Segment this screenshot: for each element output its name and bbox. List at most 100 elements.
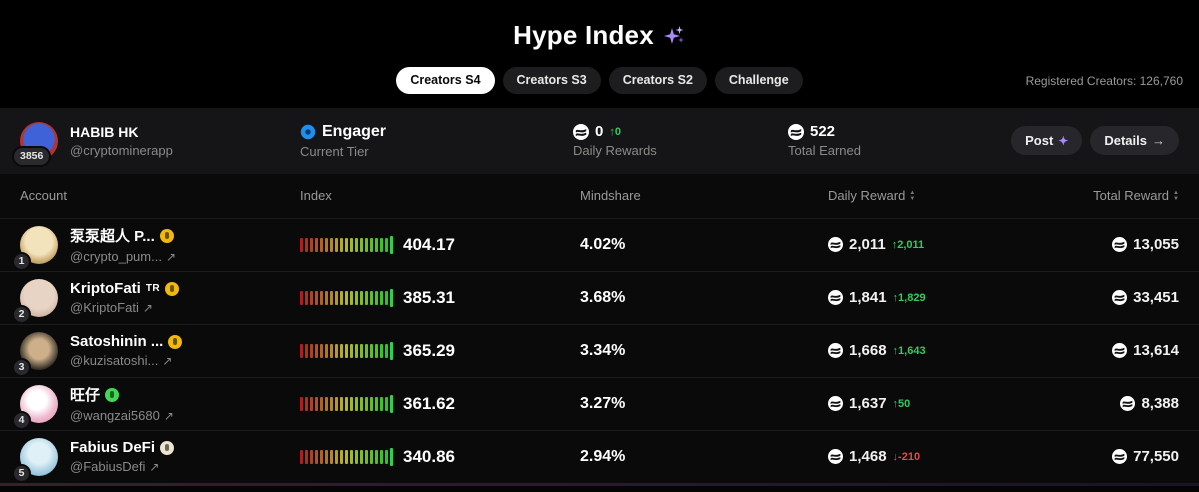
mindshare-value: 3.27% [580,394,626,412]
col-total-reward[interactable]: Total Reward ▲ ▼ [1093,188,1179,203]
index-value: 340.86 [403,446,455,466]
daily-reward-value: 1,468 [849,448,887,465]
tier-label: Current Tier [300,143,369,159]
tab-creators-s2[interactable]: Creators S2 [608,67,707,94]
season-tabs: Creators S4 Creators S3 Creators S2 Chal… [0,67,1199,108]
user-name: HABIB HK [70,123,139,140]
creator-avatar: 2 [12,278,58,324]
token-coin-icon [1112,343,1128,358]
external-link-icon: ↗ [149,460,160,474]
rank-badge: 1 [12,251,31,271]
bottom-edge-divider [0,482,1199,486]
rank-badge: 5 [12,463,31,483]
token-coin-icon [788,123,804,140]
table-row[interactable]: 5 Fabius DeFi @FabiusDefi ↗ 340.86 2.94% … [0,429,1199,483]
daily-reward-delta: ↓-210 [892,450,921,463]
creator-name: Fabius DeFi [70,439,156,456]
post-button-label: Post [1025,133,1054,148]
tab-creators-s3[interactable]: Creators S3 [502,67,601,94]
index-value: 385.31 [403,287,455,307]
creator-name: Satoshinin ... [70,333,164,350]
creator-handle[interactable]: @FabiusDefi ↗ [70,459,160,474]
token-coin-icon [828,290,843,305]
token-coin-icon [828,237,843,252]
daily-reward-value: 2,011 [849,236,886,253]
user-handle: @cryptominerapp [70,142,173,158]
daily-rewards-label: Daily Rewards [573,143,657,158]
index-value: 404.17 [403,234,455,254]
tier-block: Engager Current Tier [300,123,573,159]
gold-verified-icon [165,281,180,296]
token-coin-icon [828,396,843,411]
gold-verified-icon [168,334,183,349]
sparkles-icon [663,25,684,44]
col-mindshare: Mindshare [580,188,641,203]
creator-handle[interactable]: @wangzai5680 ↗ [70,408,174,423]
index-bars [300,447,393,467]
table-row[interactable]: 1 泵泵超人 P... @crypto_pum... ↗ 404.17 4.02%… [0,217,1199,271]
mindshare-value: 3.34% [580,341,626,359]
user-rank-badge: 3856 [12,146,52,167]
col-daily-reward[interactable]: Daily Reward ▲ ▼ [828,188,916,203]
current-user-banner: 3856 HABIB HK @cryptominerapp Engager Cu… [0,107,1199,174]
total-reward-value: 33,451 [1133,289,1179,306]
table-row[interactable]: 2 KriptoFati TR @KriptoFati ↗ 385.31 3.68%… [0,270,1199,324]
green-verified-icon [105,387,120,402]
token-coin-icon [1112,290,1128,305]
index-bars [300,394,393,414]
total-earned-value: 522 [810,123,836,140]
creator-name: KriptoFati [70,280,141,297]
daily-reward-delta: ↑1,643 [892,344,926,357]
gold-verified-icon [159,228,174,243]
tab-challenge[interactable]: Challenge [714,67,803,94]
token-coin-icon [828,449,843,464]
total-reward-value: 13,055 [1133,236,1179,253]
table-header: Account Index Mindshare Daily Reward ▲ ▼ T… [0,173,1199,218]
user-avatar: 3856 [12,121,58,167]
daily-rewards-value: 0 [595,123,604,140]
creator-name: 旺仔 [70,387,101,404]
rank-badge: 3 [12,357,31,377]
total-earned-label: Total Earned [788,143,861,158]
external-link-icon: ↗ [163,409,174,423]
daily-reward-value: 1,841 [849,289,887,306]
index-bars [300,288,393,308]
total-reward-value: 77,550 [1133,448,1179,465]
page-title: Hype Index [513,20,654,50]
mindshare-value: 2.94% [580,447,626,465]
daily-reward-delta: ↑2,011 [891,238,925,251]
daily-rewards-delta: ↑0 [609,125,621,138]
details-button-label: Details [1104,133,1147,148]
creator-avatar: 3 [12,331,58,377]
daily-reward-value: 1,668 [849,342,887,359]
arrow-right-icon: → [1152,133,1165,148]
token-coin-icon [1112,237,1128,252]
page-header: Hype Index Registered Creators: 126,760 … [0,0,1199,108]
creator-name: 泵泵超人 P... [70,228,155,245]
tier-value: Engager [322,122,387,140]
creator-avatar: 5 [12,437,58,483]
sparkle-icon: ✦ [1058,133,1069,148]
total-reward-value: 13,614 [1133,342,1179,359]
creator-handle[interactable]: @kuzisatoshi... ↗ [70,353,173,368]
table-row[interactable]: 4 旺仔 @wangzai5680 ↗ 361.62 3.27% 1,637 ↑5… [0,376,1199,430]
table-row[interactable]: 3 Satoshinin ... @kuzisatoshi... ↗ 365.29… [0,323,1199,377]
post-button[interactable]: Post ✦ [1011,126,1083,155]
creator-name-suffix: TR [145,283,161,294]
token-coin-icon [828,343,843,358]
sort-icon: ▲ ▼ [1173,190,1179,202]
registered-creators: Registered Creators: 126,760 [1025,74,1183,88]
rank-badge: 4 [12,410,31,430]
tab-creators-s4[interactable]: Creators S4 [396,67,495,94]
creator-handle[interactable]: @KriptoFati ↗ [70,300,153,315]
daily-reward-delta: ↑1,829 [892,291,926,304]
rank-badge: 2 [12,304,31,324]
token-coin-icon [1120,396,1136,411]
col-index: Index [300,188,332,203]
token-coin-icon [1112,449,1128,464]
col-account: Account [20,188,67,203]
details-button[interactable]: Details → [1090,126,1179,155]
creator-handle[interactable]: @crypto_pum... ↗ [70,249,177,264]
index-bars [300,235,393,255]
external-link-icon: ↗ [162,354,173,368]
